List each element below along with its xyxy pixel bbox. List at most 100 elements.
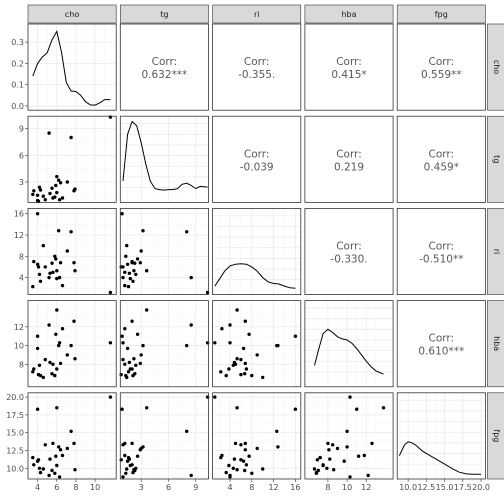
data-point	[131, 373, 135, 378]
data-point	[228, 475, 232, 479]
x-tick-label-fpg: 17.5	[454, 483, 472, 492]
data-point	[58, 361, 63, 366]
data-point	[51, 362, 55, 366]
data-point	[348, 395, 352, 399]
corr-value: 0.559**	[421, 69, 462, 81]
x-tick-label-ri: 4	[227, 483, 232, 492]
data-point	[108, 290, 113, 295]
data-point	[65, 249, 70, 253]
data-point	[69, 343, 73, 348]
panel-ri-tg	[119, 207, 210, 295]
data-point	[38, 470, 43, 475]
data-point	[50, 468, 54, 473]
data-point	[326, 441, 330, 446]
data-point	[31, 284, 35, 289]
data-point	[312, 467, 317, 471]
panel-background	[212, 300, 301, 387]
data-point	[35, 262, 40, 266]
data-point	[73, 468, 77, 472]
panel-ri-fpg: Corr:-0.510**	[396, 207, 486, 295]
data-point	[128, 367, 132, 371]
panel-border	[27, 23, 117, 111]
data-point	[293, 407, 298, 411]
x-tick-label-tg: 6	[166, 483, 171, 492]
panel-border	[396, 23, 486, 111]
panel-border	[396, 207, 486, 295]
data-point	[255, 353, 259, 357]
data-point	[54, 454, 58, 458]
data-point	[331, 443, 335, 447]
panel-background	[397, 116, 486, 203]
data-point	[244, 463, 249, 467]
data-point	[250, 373, 254, 378]
data-point	[54, 257, 58, 261]
panel-background	[212, 208, 301, 295]
data-point	[125, 467, 129, 471]
data-point	[132, 468, 136, 472]
data-point	[276, 445, 280, 449]
data-point	[50, 261, 54, 265]
data-point	[53, 254, 57, 258]
data-point	[321, 463, 325, 468]
panel-border	[396, 115, 486, 203]
data-point	[32, 367, 36, 371]
panel-background	[28, 208, 117, 295]
data-point	[247, 332, 251, 336]
panel-hba-tg	[119, 300, 210, 388]
data-point	[37, 466, 42, 470]
panel-background	[397, 24, 486, 111]
x-tick-label-ri: 12	[268, 483, 278, 492]
data-point	[127, 360, 132, 365]
x-tick-label-fpg: 12.5	[417, 483, 435, 492]
data-point	[72, 319, 76, 323]
data-point	[231, 466, 235, 470]
data-point	[120, 212, 124, 216]
strip-top-label-hba: hba	[341, 10, 356, 19]
corr-value: -0.330.	[330, 254, 367, 266]
strip-top-hba	[304, 4, 394, 24]
panel-tg-tg	[119, 115, 209, 203]
data-point	[47, 275, 51, 280]
panel-border	[396, 300, 486, 388]
data-point	[36, 372, 41, 377]
data-point	[131, 470, 135, 475]
panel-background	[120, 208, 209, 295]
data-point	[232, 457, 237, 461]
data-point	[35, 212, 40, 216]
data-point	[224, 470, 228, 475]
panel-background	[28, 392, 117, 479]
panel-cho-hba: Corr:0.415*	[304, 23, 394, 111]
panel-border	[119, 300, 209, 388]
data-point	[261, 375, 265, 380]
y-tick-label-cho: 0.3	[11, 38, 24, 47]
data-point	[65, 180, 70, 184]
data-point	[54, 332, 58, 336]
corr-value: -0.039	[240, 161, 274, 173]
data-point	[125, 346, 130, 351]
data-point	[32, 189, 36, 193]
strip-right-cho	[487, 23, 504, 111]
data-point	[327, 448, 331, 452]
data-point	[135, 332, 140, 336]
corr-value: 0.610***	[418, 346, 464, 358]
data-point	[35, 334, 40, 338]
data-point	[31, 370, 35, 374]
panel-background	[397, 300, 486, 387]
data-point	[123, 283, 127, 288]
data-point	[131, 279, 135, 283]
strip-right-hba	[487, 300, 504, 388]
data-point	[58, 448, 63, 452]
y-tick-label-tg: 9	[19, 125, 24, 134]
x-tick-label-ri: 16	[290, 483, 300, 492]
corr-value: 0.632***	[141, 69, 187, 81]
data-point	[57, 445, 61, 449]
panel-border	[119, 207, 209, 295]
corr-label: Corr:	[429, 56, 455, 68]
panel-background	[212, 116, 301, 203]
data-point	[54, 183, 58, 188]
data-point	[227, 367, 231, 371]
panel-border	[212, 392, 302, 480]
data-point	[37, 272, 42, 277]
data-point	[135, 257, 140, 261]
